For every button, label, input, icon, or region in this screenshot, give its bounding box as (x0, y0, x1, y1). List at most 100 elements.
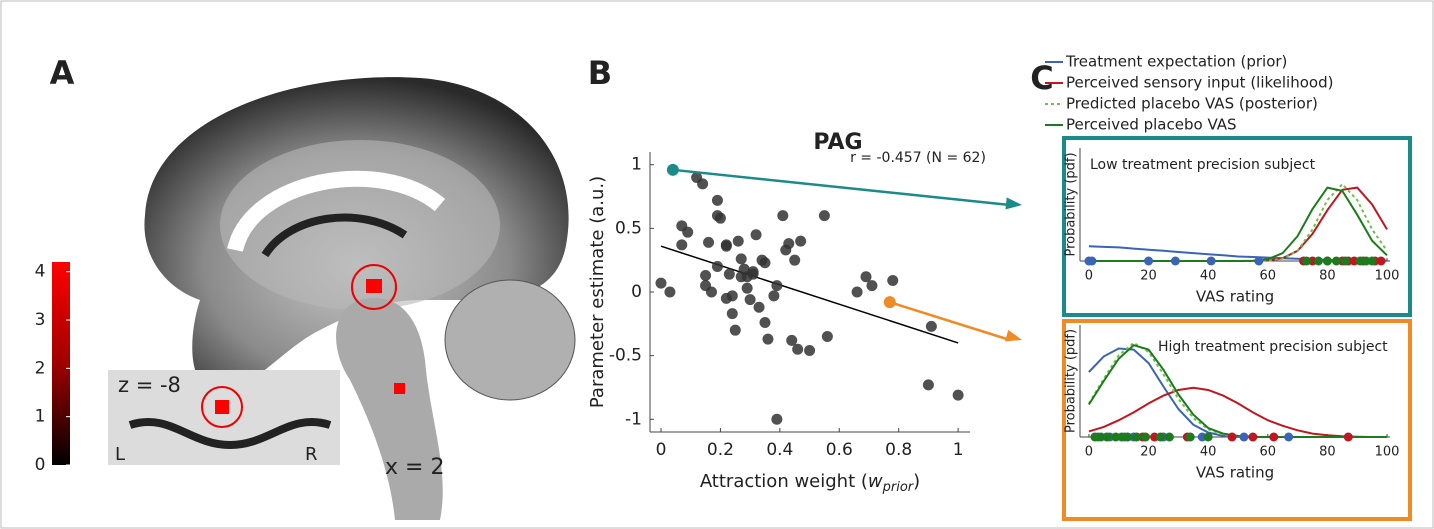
x-tick-label: 40 (1200, 269, 1217, 284)
x-tick-label: 80 (1319, 269, 1336, 284)
y-tick-label: 1 (631, 155, 642, 175)
rating-dot (1332, 257, 1341, 266)
point (745, 294, 756, 305)
rating-dot (1377, 257, 1386, 266)
legend-label: Perceived placebo VAS (1066, 116, 1237, 134)
colorbar-tick-label: 4 (35, 262, 46, 282)
rating-dot (1284, 433, 1293, 442)
rating-dot (1269, 433, 1278, 442)
point (852, 287, 863, 298)
rating-dot (1144, 257, 1153, 266)
rating-dot (1228, 433, 1237, 442)
arrow (673, 170, 1010, 205)
point (887, 275, 898, 286)
curve (1089, 188, 1387, 261)
y-tick-label: -1 (625, 409, 642, 429)
point (866, 280, 877, 291)
rating-dot (1248, 433, 1257, 442)
rating-dot (1323, 257, 1332, 266)
annotation: r = -0.457 (N = 62) (850, 150, 986, 166)
x-tick-label: 100 (1375, 445, 1400, 460)
curve (1089, 345, 1387, 437)
figure: A B C z = -8 L R x = 2 PAG r = -0.457 (N… (0, 0, 1434, 529)
x-tick-label: 20 (1140, 269, 1157, 284)
point (768, 290, 779, 301)
legend-label: Treatment expectation (prior) (1065, 53, 1287, 71)
legend-label: Predicted placebo VAS (posterior) (1066, 95, 1318, 113)
arrow-head (1005, 330, 1022, 342)
x-tick-label: 60 (1260, 269, 1277, 284)
label-part: prior (882, 480, 915, 495)
point (742, 283, 753, 294)
curve (1089, 188, 1387, 261)
side-label: R (305, 444, 318, 465)
x-tick-label: 100 (1375, 269, 1400, 284)
x-tick-label: 80 (1319, 445, 1336, 460)
point (655, 278, 666, 289)
subtitle: High treatment precision subject (1158, 339, 1388, 355)
rating-dot (1123, 433, 1132, 442)
arrow (890, 302, 1010, 340)
point (795, 236, 806, 247)
legend-label: Perceived sensory input (likelihood) (1066, 74, 1333, 92)
x-tick-label: 0 (1085, 269, 1093, 284)
point (771, 280, 782, 291)
x-tick-label: 0.2 (707, 440, 734, 460)
point (771, 414, 782, 425)
point (706, 287, 717, 298)
label-part: w (868, 471, 883, 492)
rating-dot (1171, 257, 1180, 266)
colorbar-tick-label: 2 (35, 358, 46, 378)
y-axis-label: Probability (pdf) (1064, 329, 1079, 433)
rating-dot (1239, 433, 1248, 442)
point (751, 229, 762, 240)
x-tick-label: 0.8 (885, 440, 912, 460)
panel-label: A (50, 54, 75, 92)
x-tick-label: 0 (656, 440, 667, 460)
colorbar-tick-label: 1 (35, 407, 46, 427)
point (727, 290, 738, 301)
rating-dot (1141, 433, 1150, 442)
point (804, 345, 815, 356)
point (727, 308, 738, 319)
panel-label: C (1030, 59, 1053, 97)
point (926, 321, 937, 332)
slice-label: x = 2 (385, 455, 444, 480)
fit-line (661, 246, 958, 343)
x-axis-label: Attraction weight (wprior) (700, 471, 920, 495)
rating-dot (1132, 433, 1141, 442)
x-tick-label: 0.6 (826, 440, 853, 460)
panel-label: B (588, 54, 612, 92)
y-axis-label: Parameter estimate (a.u.) (587, 176, 608, 408)
rating-dot (1341, 257, 1350, 266)
rating-dot (1165, 433, 1174, 442)
point (748, 266, 759, 277)
rating-dot (1314, 257, 1323, 266)
point (724, 269, 735, 280)
point (697, 178, 708, 189)
x-tick-label: 20 (1140, 445, 1157, 460)
label-part: ) (913, 471, 920, 492)
y-axis-label: Probability (pdf) (1064, 152, 1079, 256)
curve (1089, 349, 1387, 438)
y-tick-label: 0 (631, 282, 642, 302)
x-tick-label: 40 (1200, 445, 1217, 460)
point (759, 317, 770, 328)
point (664, 287, 675, 298)
point (819, 210, 830, 221)
y-tick-label: 0.5 (615, 218, 642, 238)
rating-dot (1254, 257, 1263, 266)
point (783, 238, 794, 249)
rating-dot (1087, 257, 1096, 266)
point (822, 331, 833, 342)
point (762, 334, 773, 345)
curve (1089, 388, 1387, 437)
x-tick-label: 60 (1260, 445, 1277, 460)
x-tick-label: 1 (953, 440, 964, 460)
label-part: Attraction weight ( (700, 471, 868, 492)
point (754, 302, 765, 313)
point (736, 253, 747, 264)
point (733, 236, 744, 247)
rating-dot (1368, 257, 1377, 266)
point (676, 239, 687, 250)
